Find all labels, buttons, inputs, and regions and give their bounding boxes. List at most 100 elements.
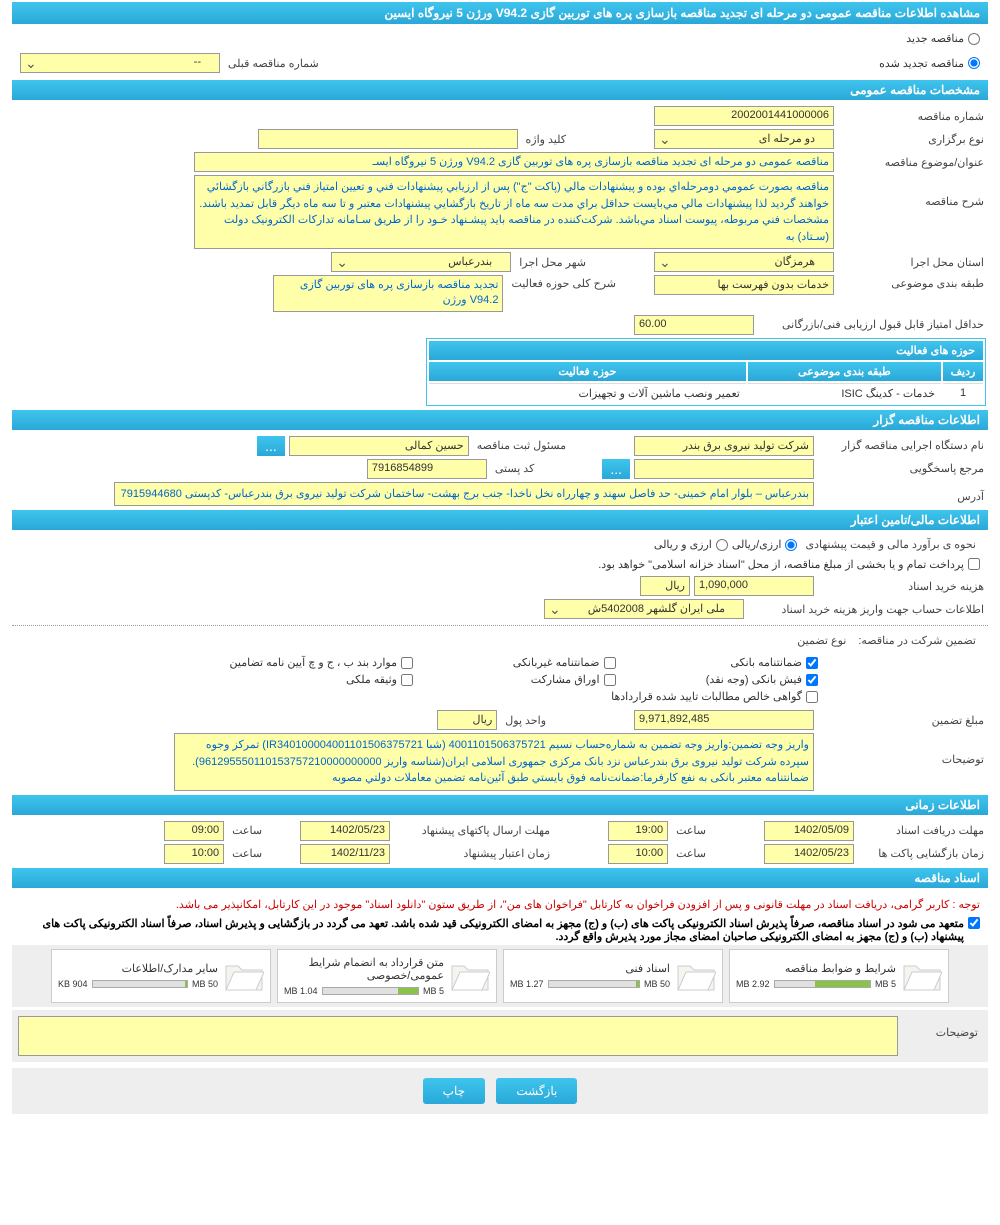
response-field: [634, 459, 814, 479]
city-value: بندرعباس: [448, 256, 492, 268]
doc-deadline-time: 19:00: [608, 821, 668, 841]
cb-cash[interactable]: فیش بانکی (وجه نقد): [628, 673, 819, 686]
cb-bank-guarantee[interactable]: ضمانتنامه بانکی: [628, 656, 819, 669]
city-label: شهر محل اجرا: [515, 254, 590, 271]
payment-note-checkbox[interactable]: [968, 558, 980, 570]
guarantee-checkboxes: ضمانتنامه بانکی ضمانتنامه غیربانکی موارد…: [12, 652, 988, 707]
cb-net-claims[interactable]: گواهی خالص مطالبات تایید شده قراردادها: [223, 690, 819, 703]
province-label: استان محل اجرا: [838, 254, 988, 271]
doc-max: 50 MB: [644, 979, 670, 989]
submit-deadline-date: 1402/05/23: [300, 821, 390, 841]
validity-time: 10:00: [164, 844, 224, 864]
postal-field: 7916854899: [367, 459, 487, 479]
radio-renewed-label: مناقصه تجدید شده: [879, 57, 964, 70]
notice-red: توجه : کاربر گرامی، دریافت اسناد در مهلت…: [12, 894, 988, 915]
docs-note-field: [18, 1016, 898, 1056]
cb-bonds[interactable]: اوراق مشارکت: [425, 673, 616, 686]
section-docs-header: اسناد مناقصه: [12, 868, 988, 888]
type-label: نوع برگزاری: [838, 131, 988, 148]
hour-label-2: ساعت: [228, 822, 266, 839]
doc-card-3[interactable]: متن قرارداد به انضمام شرایط عمومی/خصوصی …: [277, 949, 497, 1003]
doc-card-4[interactable]: سایر مدارک/اطلاعات 50 MB 904 KB: [51, 949, 271, 1003]
radio-new-tender[interactable]: مناقصه جدید: [906, 32, 980, 45]
doc-card-1[interactable]: شرایط و ضوابط مناقصه 5 MB 2.92 MB: [729, 949, 949, 1003]
doc-card-2[interactable]: اسناد فنی 50 MB 1.27 MB: [503, 949, 723, 1003]
doc-cost-field: 1,090,000: [694, 576, 814, 596]
min-score-field: 60.00: [634, 315, 754, 335]
section-general-header: مشخصات مناقصه عمومی: [12, 80, 988, 100]
docs-note-label: توضیحات: [902, 1016, 982, 1041]
hour-label-3: ساعت: [672, 845, 710, 862]
type-select[interactable]: دو مرحله ای: [654, 129, 834, 149]
validity-label: زمان اعتبار پیشنهاد: [394, 845, 554, 862]
doc-used: 1.27 MB: [510, 979, 544, 989]
min-score-label: حداقل امتیاز قابل قبول ارزیابی فنی/بازرگ…: [758, 316, 988, 333]
tender-kind-radio-group: مناقصه جدید: [12, 30, 988, 47]
radio-new-label: مناقصه جدید: [906, 32, 964, 45]
org-label: نام دستگاه اجرایی مناقصه گزار: [818, 437, 988, 454]
submit-deadline-label: مهلت ارسال پاکتهای پیشنهاد: [394, 822, 554, 839]
payment-note-row: پرداخت تمام و یا بخشی از مبلغ مناقصه، از…: [12, 556, 988, 573]
category-field: خدمات بدون فهرست بها: [654, 275, 834, 295]
back-button[interactable]: بازگشت: [496, 1078, 577, 1104]
bottom-buttons: بازگشت چاپ: [12, 1068, 988, 1114]
city-select[interactable]: بندرعباس: [331, 252, 511, 272]
print-button[interactable]: چاپ: [423, 1078, 485, 1104]
response-more-button[interactable]: ...: [602, 459, 630, 479]
doc-used: 1.04 MB: [284, 986, 318, 996]
doc-title: اسناد فنی: [510, 962, 670, 975]
province-value: هرمزگان: [775, 256, 816, 268]
cell-category: خدمات - کدینگ ISIC: [748, 383, 941, 403]
scope-label: شرح کلی حوزه فعالیت: [507, 275, 620, 292]
cb-regulations[interactable]: موارد بند ب ، ج و چ آیین نامه تضامین: [223, 656, 414, 669]
notice-checkbox[interactable]: [968, 917, 980, 929]
radio-renewed-tender[interactable]: مناقصه تجدید شده: [879, 57, 988, 70]
payment-note: پرداخت تمام و یا بخشی از مبلغ مناقصه، از…: [598, 558, 964, 571]
doc-max: 5 MB: [875, 979, 896, 989]
doc-title: شرایط و ضوابط مناقصه: [736, 962, 896, 975]
submit-deadline-time: 09:00: [164, 821, 224, 841]
cell-row: 1: [943, 383, 983, 403]
docs-grid: شرایط و ضوابط مناقصه 5 MB 2.92 MB اسناد …: [12, 945, 988, 1007]
registrar-label: مسئول ثبت مناقصه: [473, 437, 570, 454]
open-time: 10:00: [608, 844, 668, 864]
org-field: شرکت تولید نیروی برق بندر: [634, 436, 814, 456]
account-label: اطلاعات حساب جهت واریز هزینه خرید اسناد: [748, 601, 988, 618]
doc-cost-label: هزینه خرید اسناد: [818, 578, 988, 595]
desc-field: مناقصه بصورت عمومي دومرحله‌اي بوده و پيش…: [194, 175, 834, 249]
tender-no-field: 2002001441000006: [654, 106, 834, 126]
currency-opt1[interactable]: ارزی/ریالی: [732, 538, 798, 551]
activity-table-title: حوزه های فعالیت: [429, 341, 983, 360]
keyword-label: کلید واژه: [522, 131, 570, 148]
doc-max: 50 MB: [192, 979, 218, 989]
prev-tender-select[interactable]: --: [20, 53, 220, 73]
cb-nonbank-guarantee[interactable]: ضمانتنامه غیربانکی: [425, 656, 616, 669]
prev-tender-label: شماره مناقصه قبلی: [224, 55, 323, 72]
validity-date: 1402/11/23: [300, 844, 390, 864]
table-row: 1 خدمات - کدینگ ISIC تعمير ونصب ماشين آل…: [429, 383, 983, 403]
province-select[interactable]: هرمزگان: [654, 252, 834, 272]
section-time-header: اطلاعات زمانی: [12, 795, 988, 815]
explain-field: واریز وجه تضمین:واريز وجه تضمين به شماره…: [174, 733, 814, 791]
registrar-field: حسین کمالی: [289, 436, 469, 456]
keyword-field[interactable]: [258, 129, 518, 149]
cb-property[interactable]: وثیقه ملکی: [223, 673, 414, 686]
doc-cost-unit: ریال: [640, 576, 690, 596]
doc-max: 5 MB: [423, 986, 444, 996]
account-select[interactable]: ملی ایران گلشهر 5402008ش: [544, 599, 744, 619]
open-label: زمان بازگشایی پاکت ها: [858, 845, 988, 862]
col-category: طبقه بندی موضوعی: [748, 362, 941, 381]
hour-label-1: ساعت: [672, 822, 710, 839]
folder-icon: [676, 958, 716, 994]
tender-no-label: شماره مناقصه: [838, 108, 988, 125]
notice-black-row: متعهد می شود در اسناد مناقصه، صرفاً پذیر…: [12, 915, 988, 945]
scope-field: تجدید مناقصه بازسازی پره های توربین گازی…: [273, 275, 503, 312]
title-label: عنوان/موضوع مناقصه: [838, 154, 988, 171]
registrar-more-button[interactable]: ...: [257, 436, 285, 456]
guarantee-unit-label: واحد پول: [501, 712, 550, 729]
currency-opt2[interactable]: ارزی و ریالی: [654, 538, 728, 551]
guarantee-amount-field: 9,971,892,485: [634, 710, 814, 730]
main-header: مشاهده اطلاعات مناقصه عمومی دو مرحله ای …: [12, 2, 988, 24]
doc-used: 2.92 MB: [736, 979, 770, 989]
doc-title: متن قرارداد به انضمام شرایط عمومی/خصوصی: [284, 956, 444, 982]
